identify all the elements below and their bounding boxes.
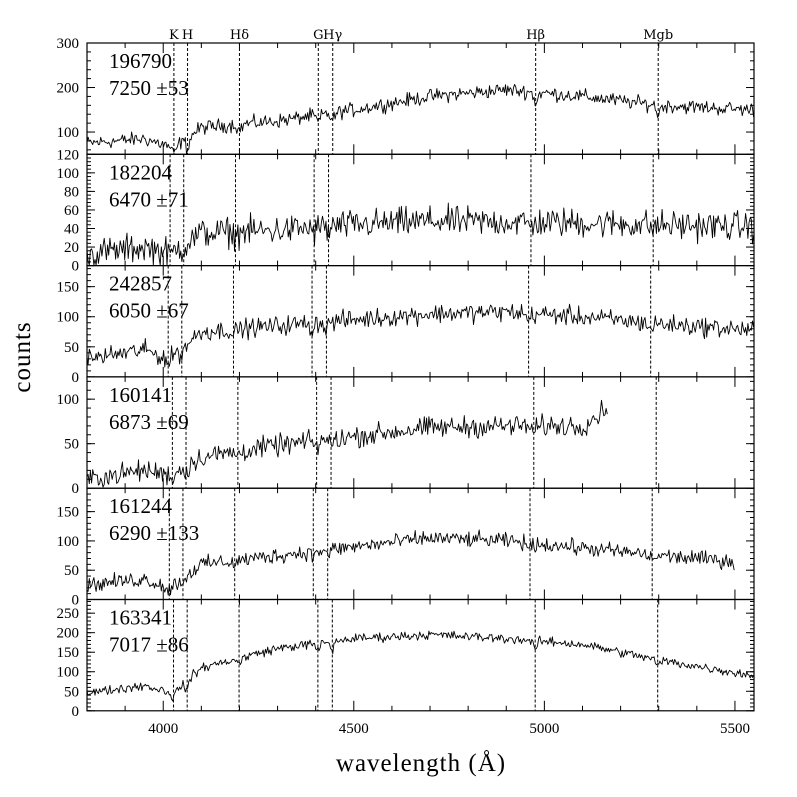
y-tick-label: 0: [72, 481, 80, 497]
spectrum-id: 163341: [109, 606, 172, 630]
velocity-label: 6050 ±67: [109, 299, 189, 323]
y-tick-label: 0: [72, 370, 80, 386]
velocity-label: 6873 ±69: [109, 410, 189, 434]
y-tick-label: 200: [57, 626, 80, 642]
y-tick-label: 50: [64, 684, 79, 700]
spectrum-id: 182204: [109, 160, 173, 184]
feature-label-Hγ: Hγ: [323, 28, 342, 43]
y-tick-label: 20: [64, 240, 79, 256]
spectrum-id: 161244: [109, 494, 173, 518]
feature-label-Hβ: Hβ: [526, 28, 545, 43]
velocity-label: 6290 ±133: [109, 521, 199, 545]
y-tick-label: 40: [64, 222, 79, 238]
spectrum-line-196790: [86, 83, 755, 155]
spectrum-line-242857: [86, 303, 755, 368]
panel-242857: 0 50 100 150 242857 6050 ±67: [57, 265, 755, 386]
y-tick-label: 100: [57, 392, 80, 408]
feature-label-K: K: [169, 28, 179, 43]
feature-label-G: G: [313, 28, 323, 43]
feature-label-H: H: [182, 28, 193, 43]
y-tick-label: 120: [57, 147, 80, 163]
y-tick-label: 80: [64, 184, 79, 200]
y-tick-label: 50: [64, 340, 79, 356]
spectrum-id: 160141: [109, 383, 172, 407]
feature-label-Mgb: Mgb: [643, 28, 673, 43]
x-axis-title: wavelength (Å): [336, 750, 506, 777]
panel-196790: 100 200 300 196790 7250 ±53: [57, 36, 755, 155]
y-tick-label: 0: [72, 259, 80, 275]
panel-161244: 0 50 100 150 161244 6290 ±133: [57, 487, 755, 609]
y-tick-label: 50: [64, 563, 79, 579]
feature-label-Hδ: Hδ: [230, 28, 249, 43]
spectrum-line-182204: [86, 202, 755, 266]
y-tick-label: 250: [57, 606, 80, 622]
spectrum-line-160141: [86, 399, 608, 488]
velocity-label: 7250 ±53: [109, 76, 189, 100]
y-tick-label: 60: [64, 203, 79, 219]
panel-160141: 0 50 100 160141 6873 ±69: [57, 376, 755, 497]
y-tick-label: 0: [72, 593, 80, 609]
y-tick-label: 100: [57, 125, 80, 141]
x-tick-label: 4500: [339, 721, 369, 737]
velocity-label: 7017 ±86: [109, 633, 189, 657]
x-axis: 4000 4500 5000 5500: [148, 721, 750, 737]
spectrum-line-161244: [86, 529, 735, 596]
feature-labels: K H Hδ G Hγ Hβ Mgb: [169, 28, 673, 43]
y-tick-label: 100: [57, 166, 80, 182]
panel-163341: 0 50 100 150 200 250 163341 7017 ±86: [57, 598, 755, 720]
y-tick-label: 100: [57, 534, 80, 550]
y-tick-label: 50: [64, 437, 79, 453]
panel-182204: 0 20 40 60 80 100 120 182204 6470 ±71: [57, 147, 755, 275]
spectra-panels: 100 200 300 196790 7250 ±53 0 20 40 60 80 100 120 18…: [57, 36, 755, 720]
spectrum-id: 242857: [109, 272, 172, 296]
y-tick-label: 300: [57, 36, 80, 52]
x-tick-label: 5000: [529, 721, 559, 737]
y-tick-label: 150: [57, 505, 80, 521]
y-tick-label: 150: [57, 280, 80, 296]
y-tick-label: 0: [72, 704, 80, 720]
x-tick-label: 5500: [720, 721, 750, 737]
velocity-label: 6470 ±71: [109, 187, 189, 211]
y-tick-label: 100: [57, 310, 80, 326]
y-tick-label: 200: [57, 81, 80, 97]
spectrum-line-163341: [86, 630, 754, 702]
y-tick-label: 150: [57, 645, 80, 661]
spectrum-id: 196790: [109, 49, 172, 73]
y-axis-title: counts: [9, 321, 36, 392]
x-tick-label: 4000: [148, 721, 178, 737]
panel-frame: [86, 598, 755, 712]
y-tick-label: 100: [57, 665, 80, 681]
